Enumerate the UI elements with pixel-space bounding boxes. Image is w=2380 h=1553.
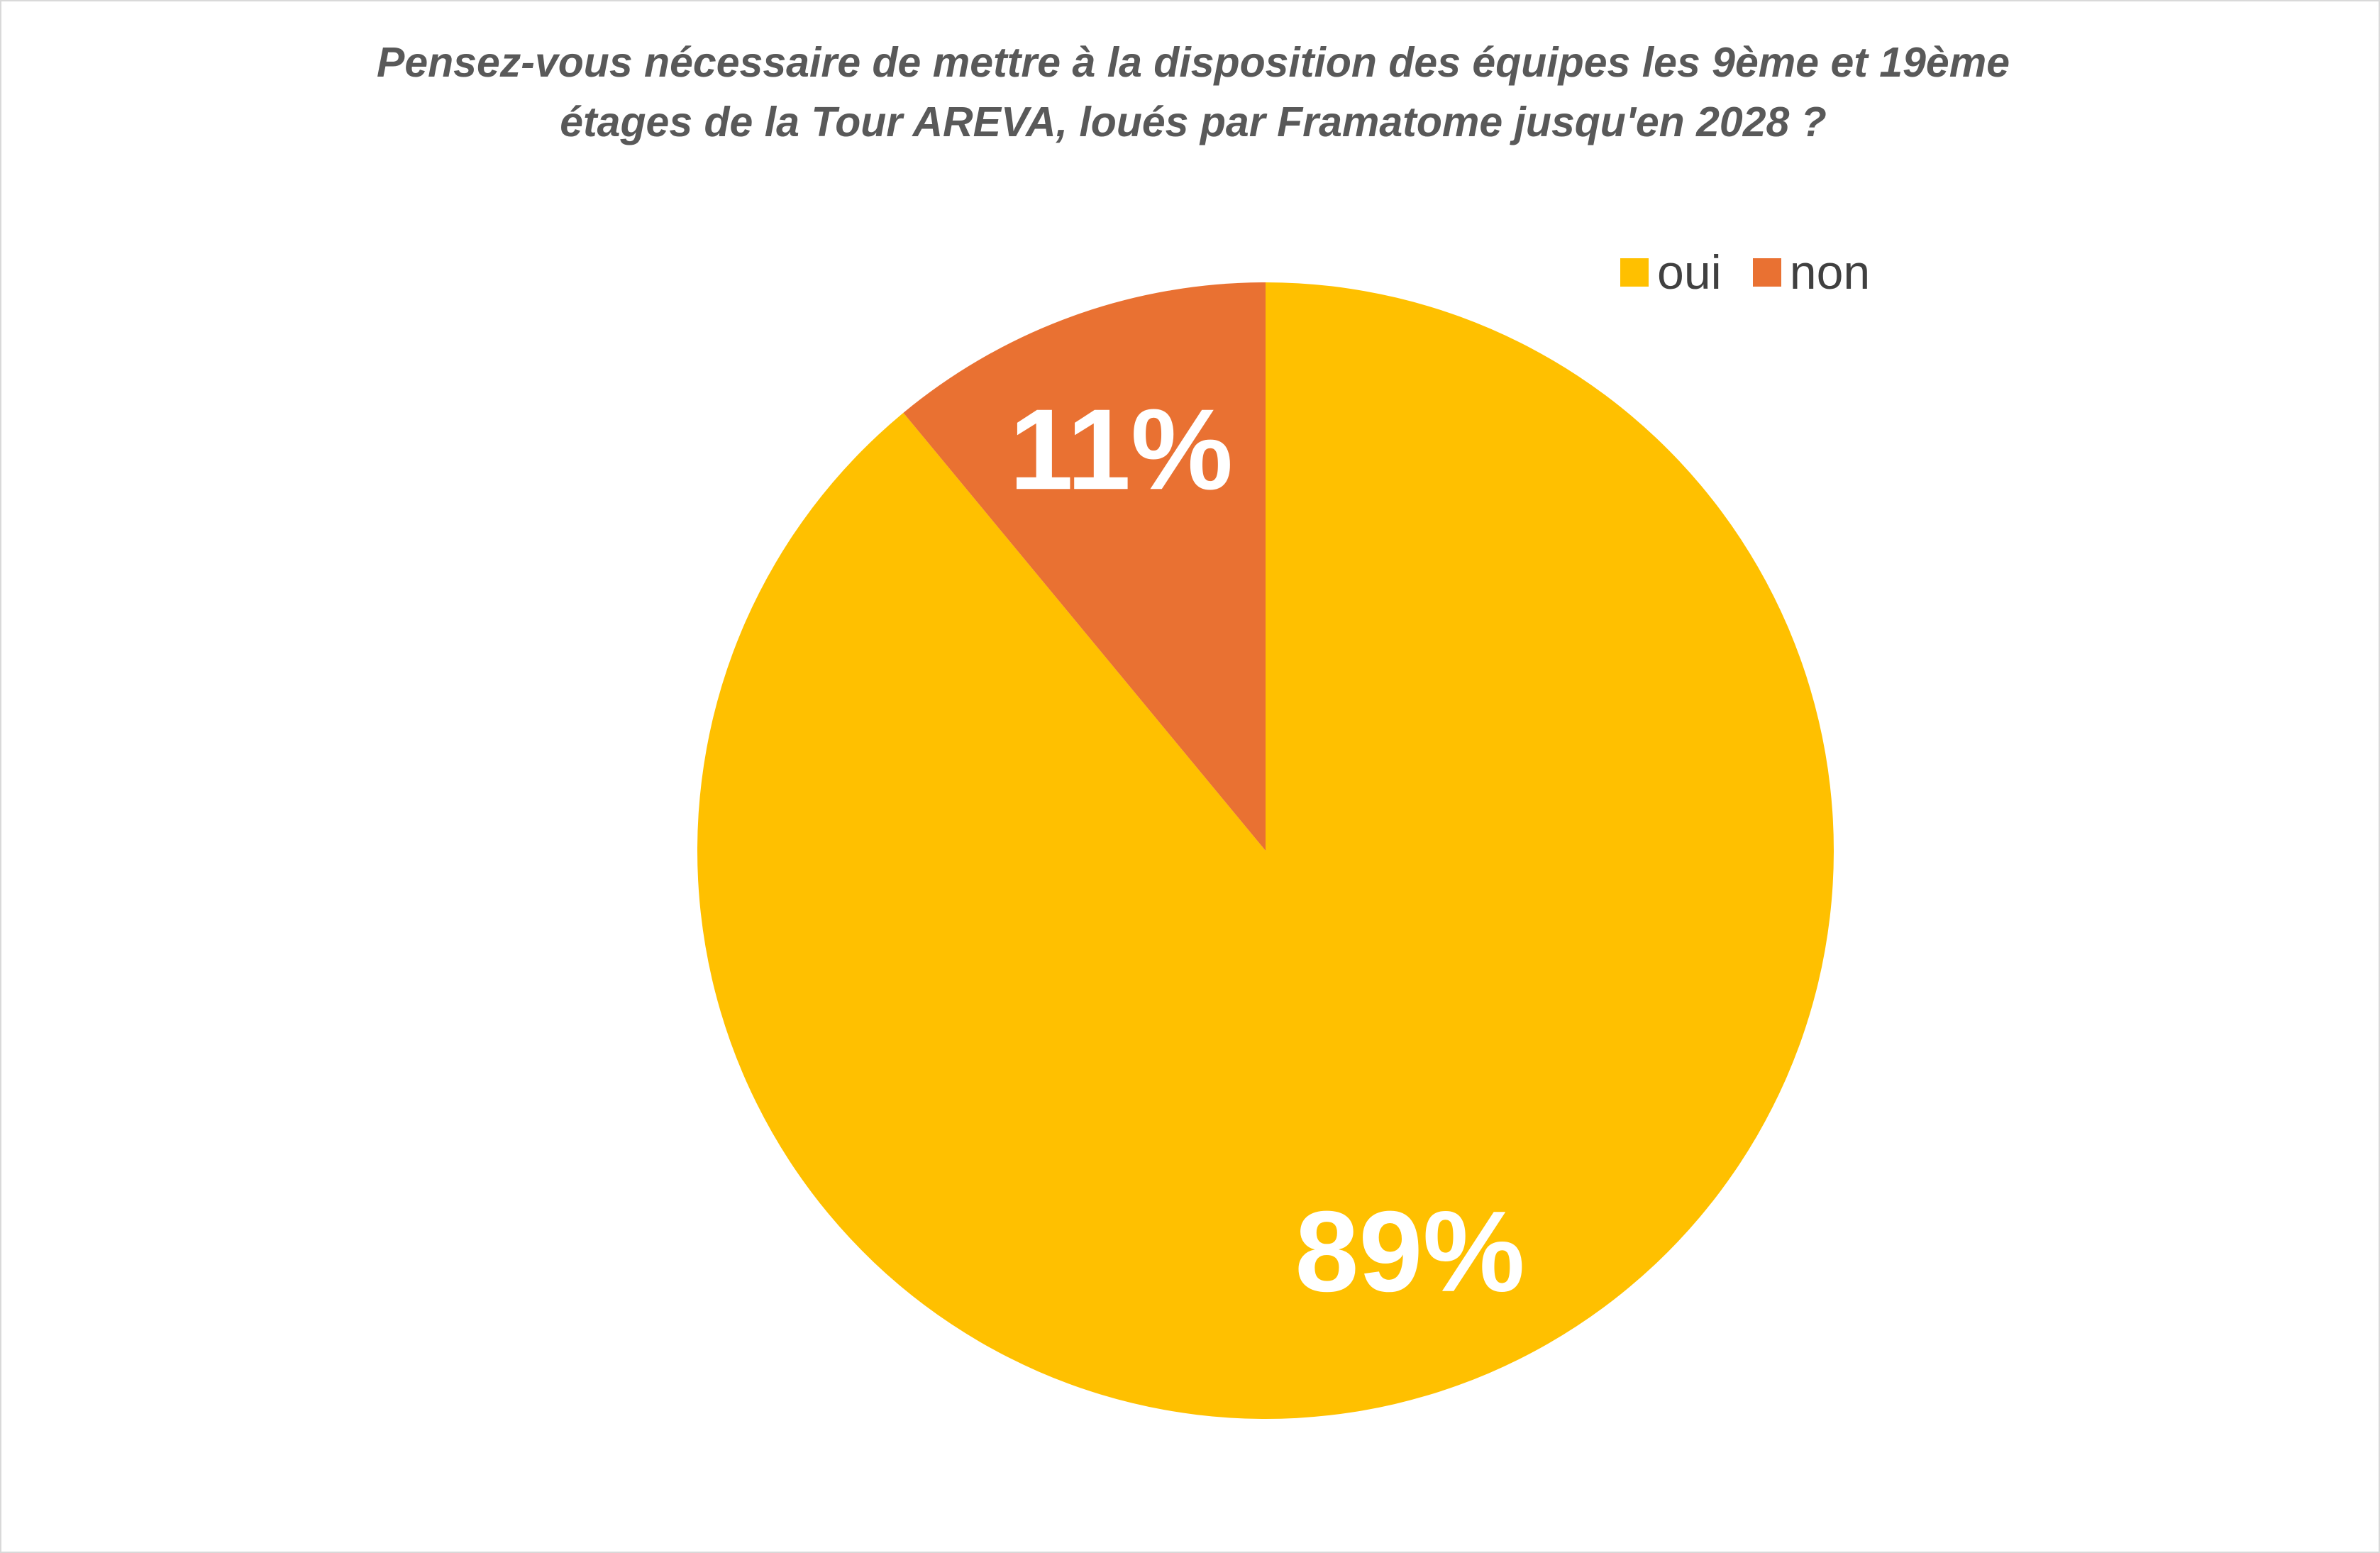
data-label-oui: 89% (1295, 1188, 1524, 1316)
legend-label-oui: oui (1657, 245, 1722, 299)
chart-legend: oui non (1620, 244, 1901, 301)
chart-title: Pensez-vous nécessaire de mettre à la di… (236, 33, 2151, 152)
chart-title-line-1: Pensez-vous nécessaire de mettre à la di… (376, 39, 2010, 86)
chart-title-line-2: étages de la Tour AREVA, loués par Frama… (560, 99, 1827, 145)
legend-item-non: non (1752, 245, 1871, 300)
legend-label-non: non (1789, 245, 1871, 299)
data-label-non: 11% (1009, 385, 1233, 514)
legend-swatch-oui (1620, 258, 1649, 287)
legend-swatch-non (1752, 258, 1781, 287)
pie-slice-non (903, 282, 1266, 851)
legend-item-oui: oui (1620, 245, 1722, 300)
